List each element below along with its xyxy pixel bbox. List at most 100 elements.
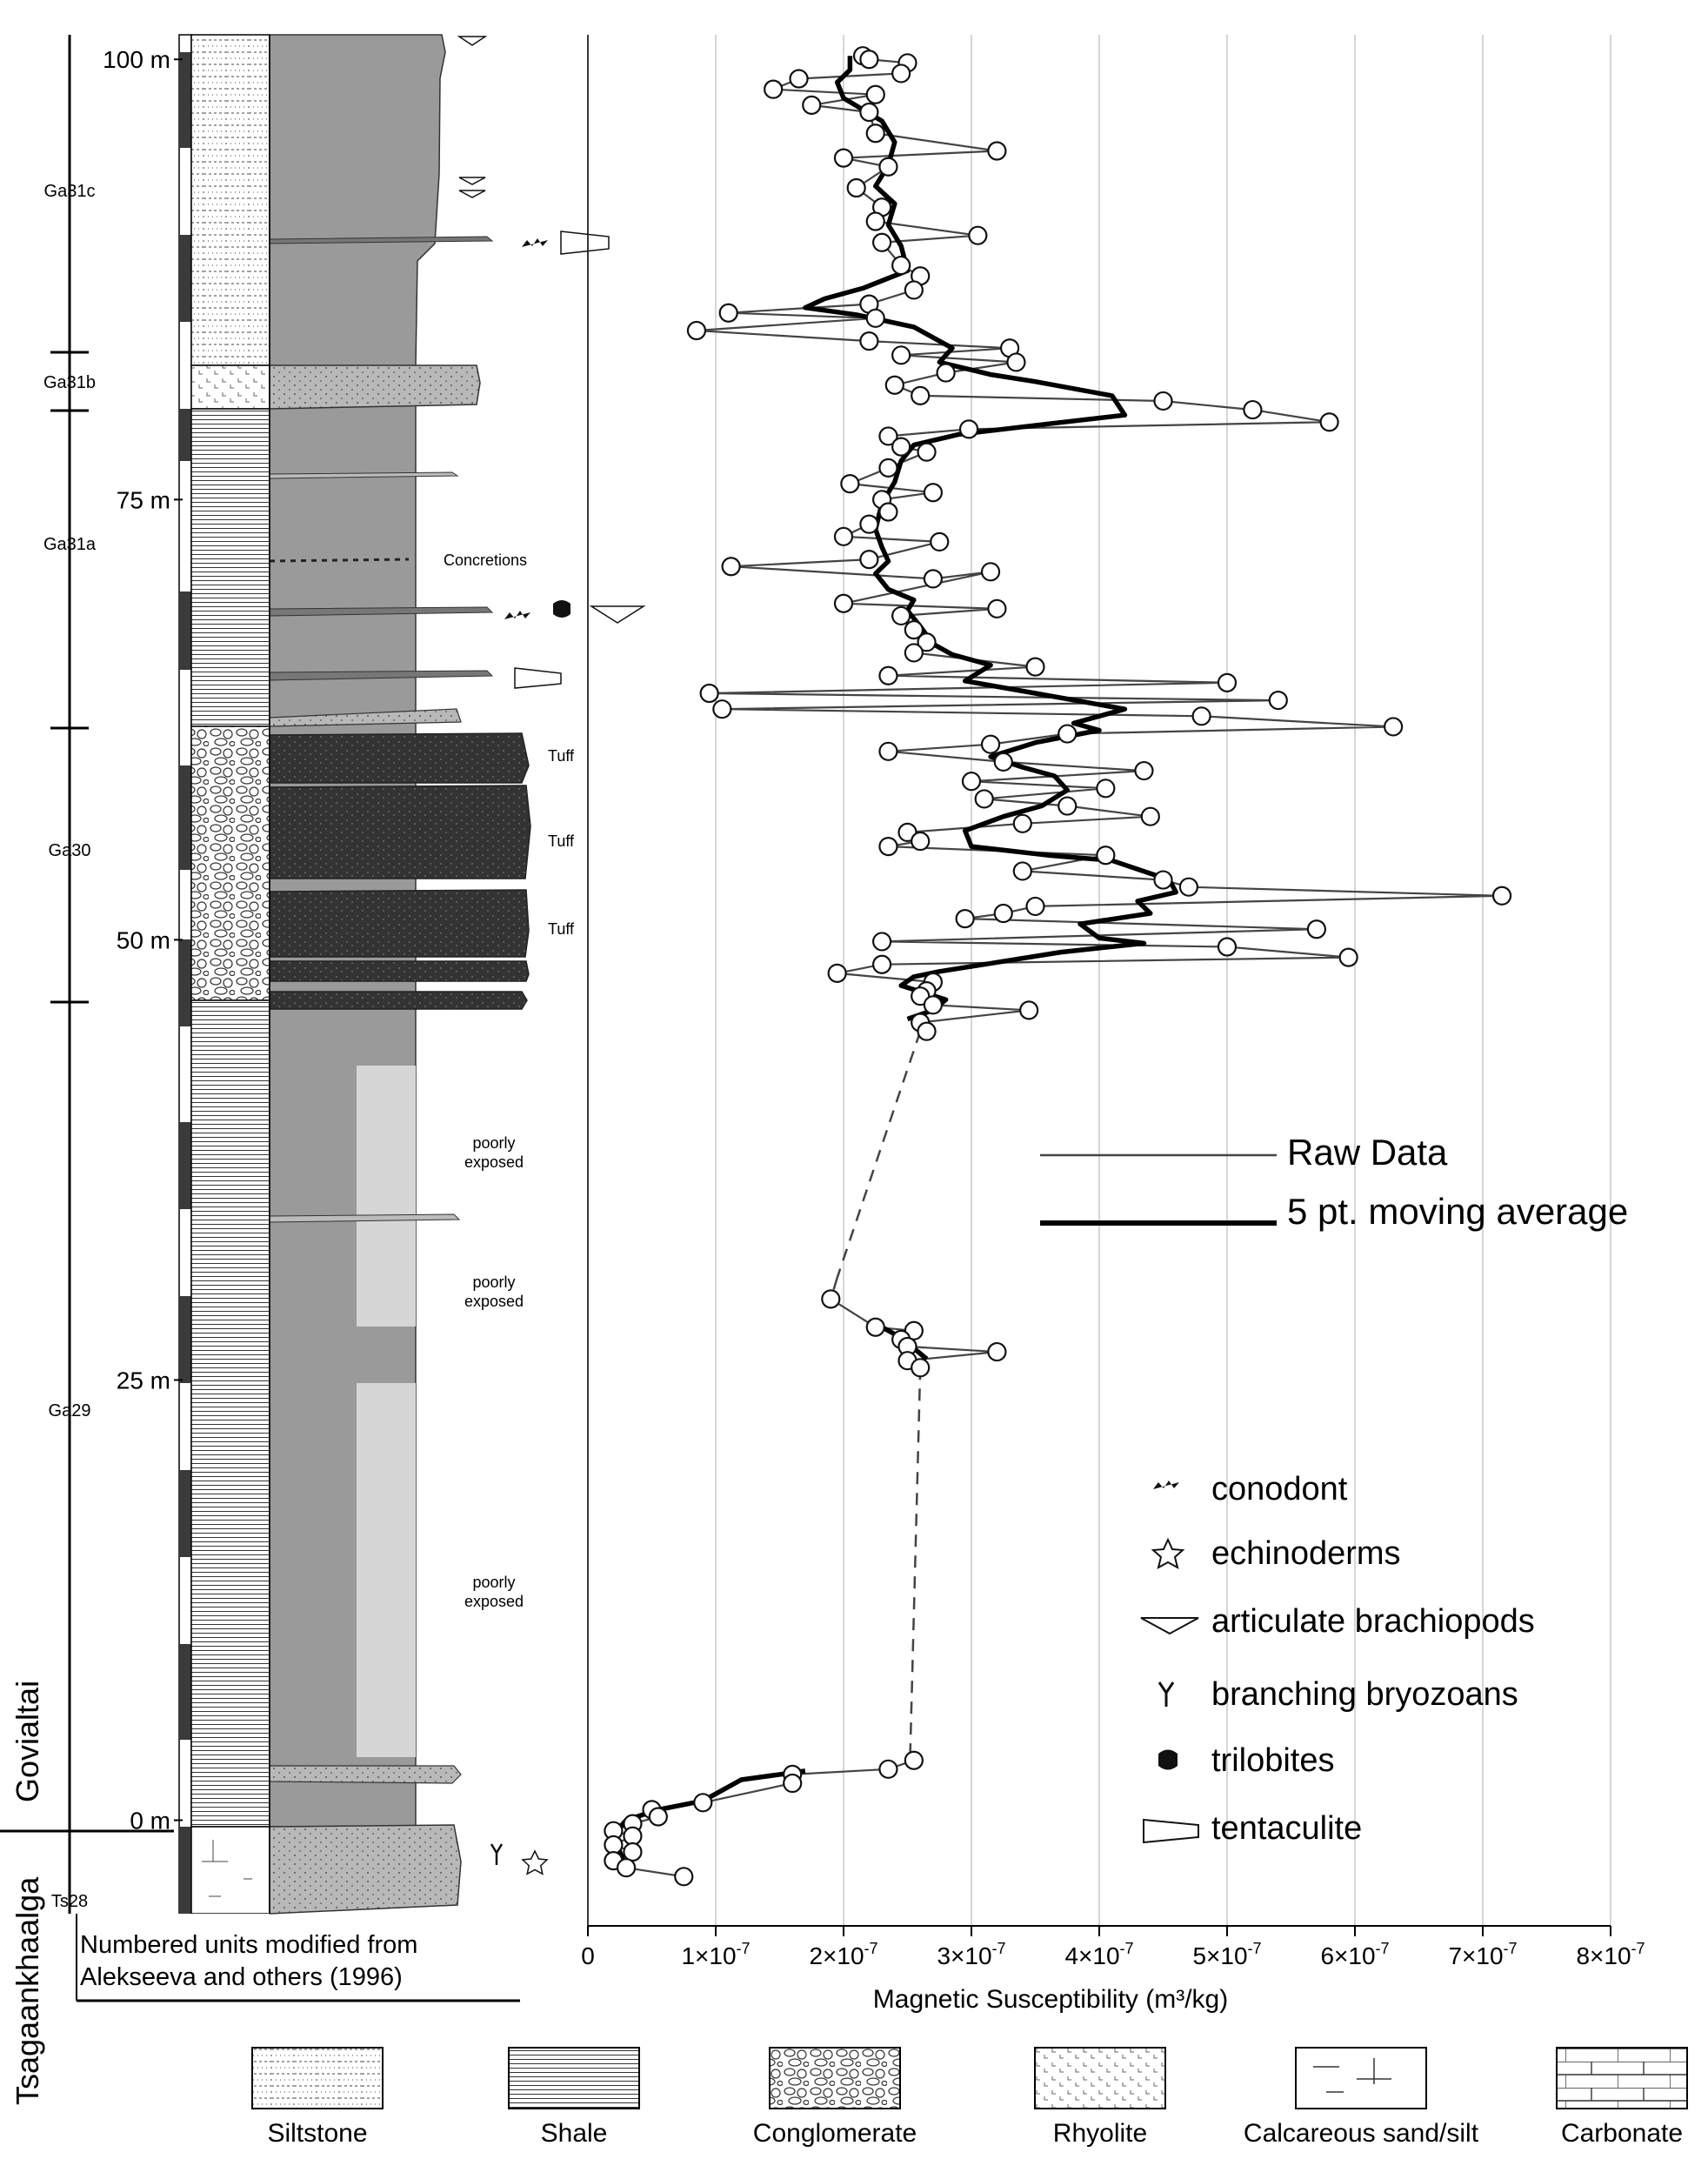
lithology-label: Conglomerate — [753, 2119, 917, 2148]
formation-label: Govialtai — [10, 1681, 45, 1802]
raw-data-point — [987, 1341, 1007, 1362]
raw-data-point — [871, 232, 892, 252]
raw-data-point — [871, 954, 892, 974]
poorly-label: poorly — [472, 1273, 515, 1291]
raw-data-point — [980, 734, 1001, 754]
raw-data-point — [1057, 724, 1078, 744]
unit-label: Ga31b — [43, 373, 96, 392]
raw-data-point — [884, 375, 904, 395]
exposed-label: exposed — [464, 1593, 524, 1610]
x-tick-label: 6×10-7 — [1320, 1940, 1389, 1969]
raw-data-point — [616, 1858, 637, 1878]
fossil-legend-label: echinoderms — [1211, 1535, 1401, 1572]
tuff-label: Tuff — [548, 747, 575, 765]
echinoderm-icon — [1151, 1537, 1185, 1569]
raw-data-point — [911, 385, 931, 405]
raw-data-point — [712, 699, 732, 719]
gap-connectors — [830, 1031, 922, 1761]
raw-data-point — [1306, 919, 1327, 939]
formation-label: Tsagaankhaalga — [10, 1876, 45, 2105]
raw-data-point — [911, 831, 931, 852]
raw-data-point — [623, 1842, 643, 1862]
raw-data-point — [840, 473, 860, 494]
raw-data-point — [1268, 690, 1288, 711]
raw-data-point — [923, 483, 944, 503]
x-tick-exponent: -7 — [1504, 1940, 1518, 1957]
raw-data-point — [764, 79, 784, 99]
lithology-label: Carbonate — [1561, 2119, 1683, 2148]
unit-label: Ga29 — [49, 1401, 91, 1420]
depth-label: 0 m — [130, 1808, 170, 1835]
raw-data-point — [878, 1759, 898, 1779]
raw-data-point — [1383, 717, 1404, 737]
trilobite-icon — [1158, 1749, 1178, 1770]
raw-data-point — [846, 177, 866, 198]
raw-data-point — [718, 303, 738, 323]
depth-axis-labels: 100 m 75 m 50 m 25 m 0 m — [103, 46, 183, 1835]
tentaculite-icon — [1143, 1818, 1199, 1844]
lithology-column — [190, 34, 270, 1915]
raw-data-point — [859, 102, 879, 123]
raw-data-point — [917, 1021, 937, 1041]
raw-data-point — [936, 363, 956, 383]
raw-data-point — [974, 789, 994, 809]
line-legend: Raw Data 5 pt. moving average — [1040, 1132, 1628, 1232]
legend-swatch-siltstone — [251, 2047, 384, 2109]
bryozoan-icon — [490, 1843, 504, 1865]
legend-swatch-rhyolite — [1034, 2047, 1166, 2109]
raw-data-point — [891, 345, 911, 365]
raw-data-point — [987, 141, 1007, 161]
raw-data-point — [878, 157, 898, 177]
raw-data-point — [1140, 806, 1160, 826]
raw-data-point — [1178, 877, 1199, 897]
raw-data-point — [604, 1835, 624, 1855]
raw-data-point — [865, 84, 885, 104]
x-tick-exponent: -7 — [1248, 1940, 1262, 1957]
raw-data-point — [1338, 947, 1358, 967]
raw-data-point — [783, 1773, 803, 1794]
echinoderm-icon — [521, 1849, 549, 1875]
raw-data-point — [833, 526, 854, 546]
raw-data-point — [1019, 1000, 1039, 1020]
conodont-icon — [522, 238, 548, 247]
gap-connector — [830, 1277, 838, 1300]
raw-data-point — [961, 772, 982, 792]
raw-data-point — [923, 995, 944, 1015]
raw-data-point — [1153, 391, 1173, 411]
raw-data-point — [1217, 672, 1238, 692]
legend-swatch-conglomerate — [769, 2047, 901, 2109]
strat-column: Concretions Tuff Tuff Tuff poorly expose… — [0, 34, 646, 2105]
raw-data-point — [878, 426, 898, 446]
unit-label: Ga31c — [44, 182, 96, 201]
raw-data-point — [911, 1358, 931, 1378]
raw-data-point — [1191, 706, 1211, 726]
raw-data-point — [891, 64, 911, 84]
raw-data-point — [1491, 886, 1512, 906]
x-axis-title: Magnetic Susceptibility (m³/kg) — [873, 1985, 1228, 2014]
x-tick-label: 2×10-7 — [809, 1940, 877, 1969]
source-note: Alekseeva and others (1996) — [80, 1963, 403, 1991]
x-tick-label: 7×10-7 — [1448, 1940, 1517, 1969]
lithology-label: Rhyolite — [1053, 2119, 1147, 2148]
raw-data-point — [958, 419, 979, 439]
raw-data-point — [821, 1289, 841, 1309]
raw-data-point — [623, 1826, 643, 1846]
raw-data-point — [833, 148, 854, 168]
legend-swatch-calcareous — [1295, 2047, 1427, 2109]
raw-data-point — [930, 531, 950, 552]
bryozoan-icon — [1158, 1681, 1175, 1707]
raw-data-point — [891, 437, 911, 457]
raw-data-point — [891, 255, 911, 276]
depth-label: 100 m — [103, 46, 170, 73]
trilobite-icon — [553, 600, 570, 618]
grid-lines — [587, 35, 1611, 1926]
brachiopod-icon — [1140, 1617, 1199, 1635]
brachiopod-icon — [457, 36, 488, 46]
raw-data-line — [695, 55, 1504, 1033]
fossil-legend-label: conodont — [1211, 1471, 1348, 1507]
raw-data-point — [904, 280, 924, 300]
raw-data-point — [1096, 779, 1116, 799]
raw-data-point — [802, 95, 822, 115]
depth-label: 75 m — [117, 486, 170, 513]
raw-data-point — [1096, 846, 1116, 866]
